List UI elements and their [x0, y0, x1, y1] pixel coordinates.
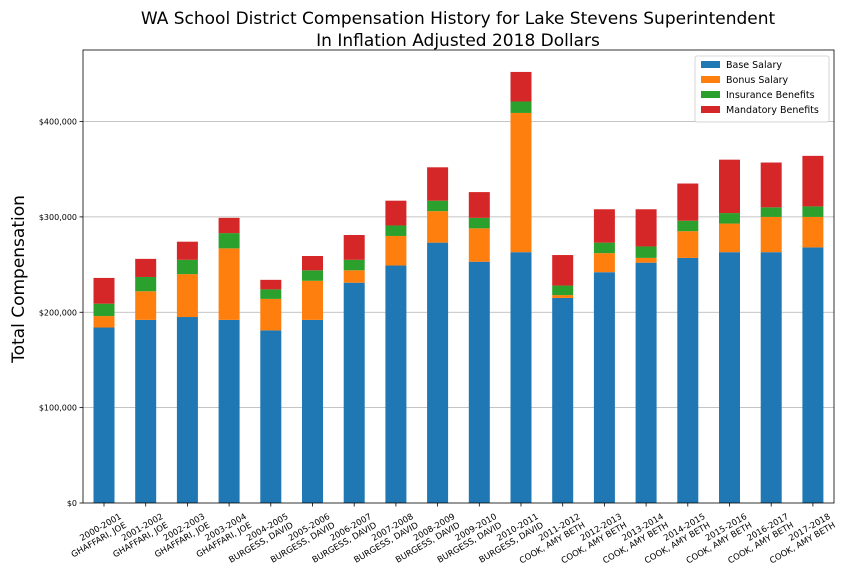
bar-base-salary: [427, 242, 449, 503]
bar-mandatory-benefits: [719, 159, 740, 214]
legend-box: [694, 55, 830, 123]
y-tick-label: $200,000: [39, 308, 77, 317]
legend-label: Bonus Salary: [726, 75, 789, 86]
bar-insurance-benefits: [802, 206, 824, 217]
bar-bonus-salary: [802, 216, 824, 248]
legend-swatch: [701, 61, 720, 68]
bar-mandatory-benefits: [677, 183, 699, 221]
bar-insurance-benefits: [176, 259, 198, 275]
bar-insurance-benefits: [635, 246, 657, 258]
bar-mandatory-benefits: [635, 209, 657, 247]
bar-bonus-salary: [93, 316, 115, 328]
bar-mandatory-benefits: [218, 217, 240, 234]
bar-insurance-benefits: [552, 285, 574, 296]
bar-bonus-salary: [510, 112, 532, 253]
bar-mandatory-benefits: [760, 162, 782, 208]
bar-mandatory-benefits: [510, 71, 532, 102]
y-axis-ticks: $0 $100,000 $200,000 $300,000 $400,000: [39, 118, 83, 508]
legend-label: Base Salary: [726, 60, 782, 71]
bar-mandatory-benefits: [176, 241, 198, 260]
legend-swatch: [701, 106, 720, 113]
bar-bonus-salary: [468, 228, 490, 262]
bar-bonus-salary: [593, 253, 615, 273]
bar-base-salary: [176, 317, 198, 503]
legend-swatch: [701, 91, 720, 98]
bar-base-salary: [218, 319, 240, 503]
y-tick-label: $400,000: [39, 118, 77, 127]
bar-insurance-benefits: [343, 259, 365, 271]
bar-insurance-benefits: [260, 289, 282, 299]
bar-base-salary: [135, 319, 157, 503]
y-tick-label: $300,000: [39, 213, 77, 222]
plot-area-frame: [82, 49, 835, 504]
bar-base-salary: [468, 261, 490, 503]
chart-title: WA School District Compensation History …: [141, 9, 776, 29]
bar-mandatory-benefits: [552, 255, 574, 286]
bar-mandatory-benefits: [385, 200, 407, 226]
bar-bonus-salary: [635, 257, 657, 263]
bar-bonus-salary: [302, 280, 323, 320]
bar-mandatory-benefits: [802, 155, 824, 207]
legend-label: Insurance Benefits: [726, 90, 815, 101]
chart-subtitle: In Inflation Adjusted 2018 Dollars: [316, 31, 600, 51]
y-axis-label: Total Compensation: [9, 195, 29, 364]
bar-base-salary: [93, 327, 115, 503]
bar-bonus-salary: [385, 235, 407, 266]
bar-base-salary: [260, 330, 282, 503]
bar-mandatory-benefits: [93, 277, 115, 304]
bar-base-salary: [677, 257, 699, 503]
bar-base-salary: [593, 272, 615, 503]
bar-insurance-benefits: [760, 207, 782, 217]
bar-bonus-salary: [218, 248, 240, 320]
y-tick-label: $0: [67, 499, 77, 508]
legend-swatch: [701, 76, 720, 83]
bar-bonus-salary: [343, 270, 365, 283]
bar-base-salary: [385, 265, 407, 503]
bar-bonus-salary: [176, 274, 198, 318]
bar-base-salary: [343, 282, 365, 503]
bar-base-salary: [719, 252, 740, 503]
bar-insurance-benefits: [719, 213, 740, 224]
bar-bonus-salary: [677, 231, 699, 258]
bar-bonus-salary: [552, 295, 574, 298]
bar-bonus-salary: [135, 291, 157, 320]
bar-mandatory-benefits: [593, 209, 615, 243]
legend-label: Mandatory Benefits: [726, 105, 819, 116]
bar-insurance-benefits: [385, 225, 407, 236]
bar-base-salary: [760, 252, 782, 503]
bar-insurance-benefits: [510, 101, 532, 113]
bar-base-salary: [302, 319, 323, 503]
bar-mandatory-benefits: [427, 167, 449, 201]
bar-base-salary: [510, 252, 532, 503]
bar-insurance-benefits: [427, 200, 449, 212]
bar-insurance-benefits: [135, 276, 157, 292]
y-tick-label: $100,000: [39, 404, 77, 413]
bar-insurance-benefits: [218, 233, 240, 249]
bar-bonus-salary: [427, 211, 449, 243]
bar-mandatory-benefits: [468, 192, 490, 218]
bar-insurance-benefits: [468, 217, 490, 229]
bar-bonus-salary: [760, 216, 782, 253]
bar-insurance-benefits: [593, 242, 615, 254]
bar-base-salary: [802, 247, 824, 503]
bars: [93, 71, 824, 503]
legend: Base Salary Bonus Salary Insurance Benefit…: [694, 55, 830, 123]
bar-mandatory-benefits: [302, 256, 323, 271]
bar-mandatory-benefits: [135, 258, 157, 277]
bar-mandatory-benefits: [260, 279, 282, 290]
bar-bonus-salary: [260, 298, 282, 331]
bar-insurance-benefits: [93, 303, 115, 317]
bar-base-salary: [552, 297, 574, 503]
bar-bonus-salary: [719, 223, 740, 253]
bar-insurance-benefits: [302, 270, 323, 281]
bar-insurance-benefits: [677, 220, 699, 232]
bar-base-salary: [635, 262, 657, 503]
bar-mandatory-benefits: [343, 235, 365, 260]
